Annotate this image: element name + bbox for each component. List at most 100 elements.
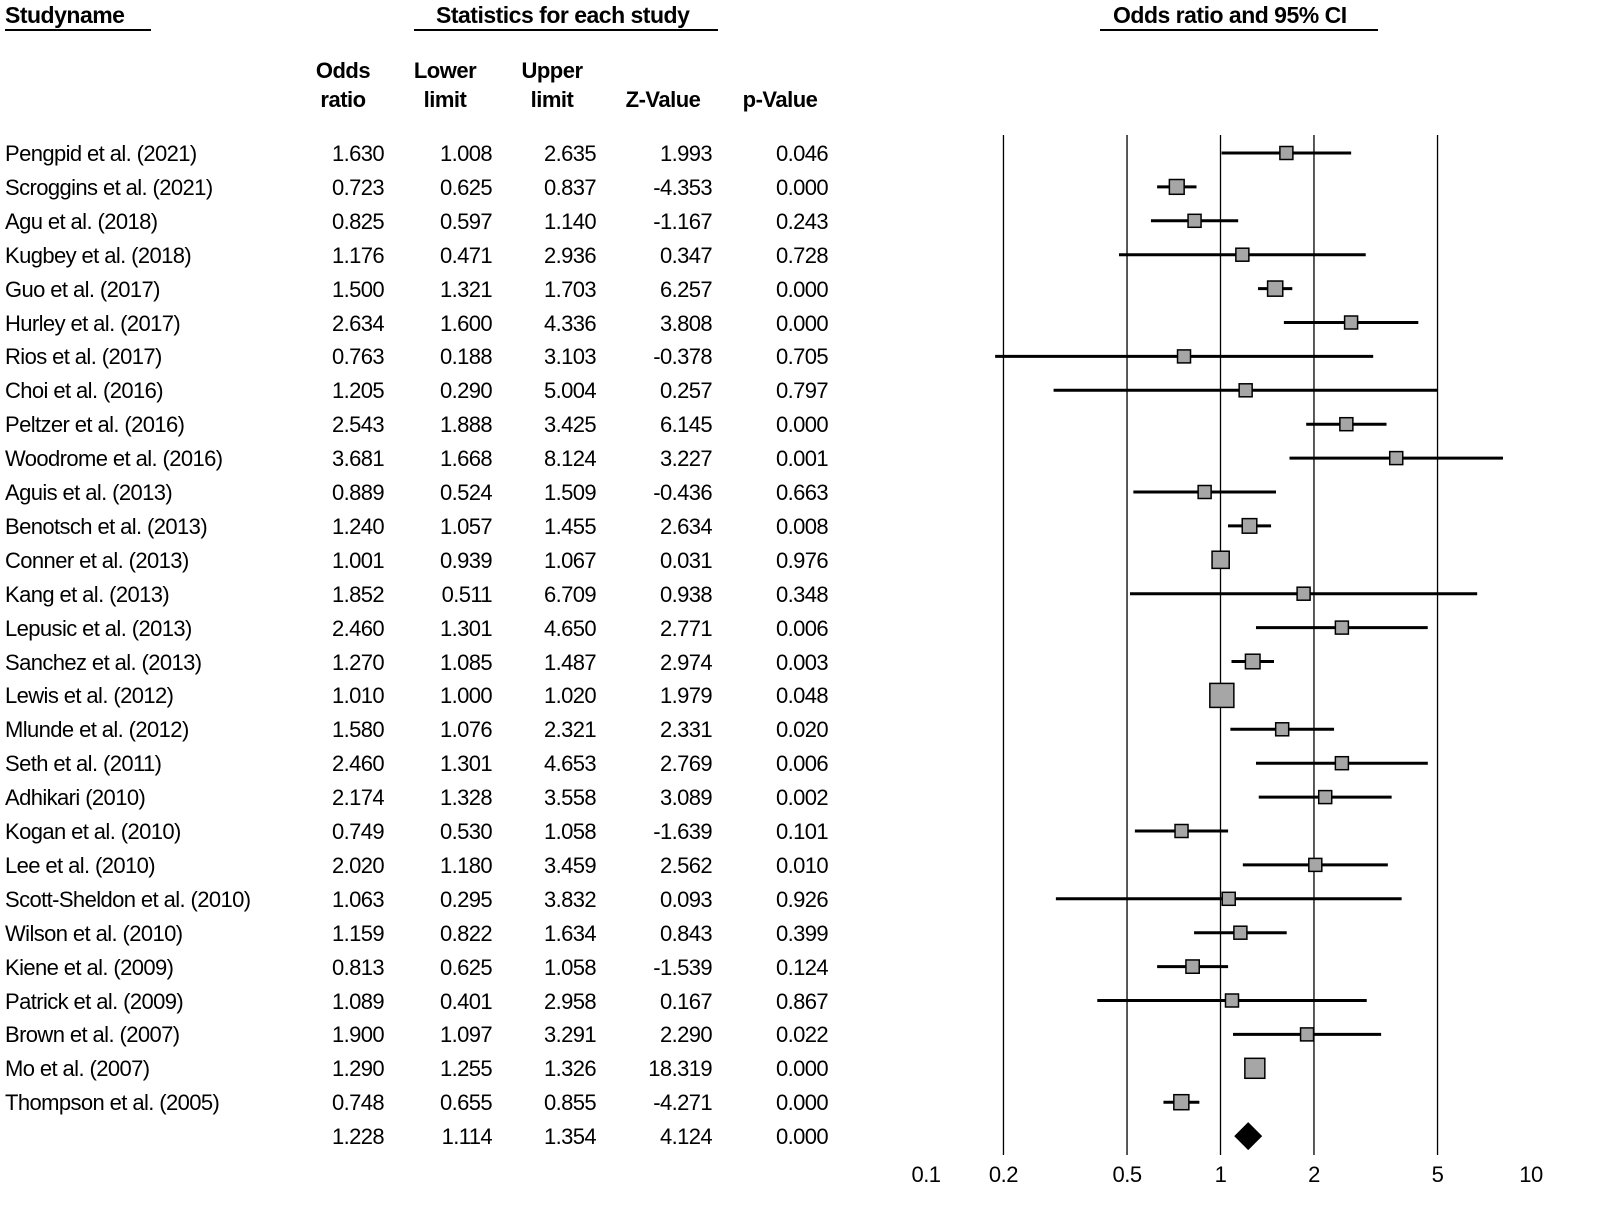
col-lower-limit-line2: limit xyxy=(423,87,467,112)
point-estimate-square xyxy=(1388,450,1404,466)
upper-limit-value: 3.425 xyxy=(543,412,597,438)
lower-limit-value: 1.321 xyxy=(439,276,493,302)
point-estimate-square xyxy=(1339,416,1354,432)
lower-limit-value: 1.097 xyxy=(439,1022,493,1048)
lower-limit-value: 1.888 xyxy=(439,412,493,438)
point-estimate-square xyxy=(1274,722,1290,737)
upper-limit-value: 1.455 xyxy=(543,513,597,539)
lower-limit-value: 0.290 xyxy=(439,378,493,404)
p-value: 0.101 xyxy=(775,819,829,844)
z-value: 6.145 xyxy=(659,412,713,438)
table-row: Hurley et al. (2017) 2.634 1.600 4.336 3.808… xyxy=(0,307,860,341)
z-value: 2.290 xyxy=(659,1022,713,1048)
z-value: 2.634 xyxy=(659,513,713,539)
col-p-value-label: p-Value xyxy=(742,87,818,112)
table-row: Brown et al. (2007) 1.900 1.097 3.291 2.290 0… xyxy=(0,1018,860,1052)
odds-ratio-value: 1.630 xyxy=(331,141,385,166)
study-name: Scott-Sheldon et al. (2010) xyxy=(5,886,251,912)
study-name: Lewis et al. (2012) xyxy=(5,683,174,709)
col-lower-limit-line1: Lower xyxy=(413,58,477,83)
z-value: -1.167 xyxy=(653,208,712,234)
table-row: Woodrome et al. (2016) 3.681 1.668 8.124 3.2… xyxy=(0,442,860,476)
upper-limit-value: 4.336 xyxy=(543,310,597,336)
study-name: Pengpid et al. (2021) xyxy=(5,141,197,166)
point-estimate-square xyxy=(1187,213,1202,229)
col-z-value: Z-Value xyxy=(608,56,718,114)
z-value: 0.167 xyxy=(659,988,713,1014)
table-row: Kang et al. (2013) 1.852 0.511 6.709 0.938 0.… xyxy=(0,578,860,612)
study-name: Aguis et al. (2013) xyxy=(5,480,173,505)
odds-ratio-value: 2.174 xyxy=(331,785,385,811)
odds-ratio-value: 0.813 xyxy=(331,954,385,980)
lower-limit-value: 1.180 xyxy=(439,852,493,878)
p-value: 0.046 xyxy=(775,141,829,166)
z-value: 3.089 xyxy=(659,785,713,811)
p-value: 0.001 xyxy=(775,446,829,472)
odds-ratio-value: 0.723 xyxy=(331,174,385,200)
table-row: Mo et al. (2007) 1.290 1.255 1.326 18.319 0.0… xyxy=(0,1052,860,1086)
z-value: -4.353 xyxy=(653,174,712,200)
col-z-value-label: Z-Value xyxy=(625,87,701,112)
odds-ratio-value: 2.634 xyxy=(331,310,385,336)
study-name: Benotsch et al. (2013) xyxy=(5,513,208,539)
study-name: Brown et al. (2007) xyxy=(5,1022,180,1048)
lower-limit-value: 0.511 xyxy=(441,581,493,607)
z-value: -0.378 xyxy=(653,344,712,370)
upper-limit-value: 2.635 xyxy=(543,141,597,166)
lower-limit-value: 1.000 xyxy=(439,683,493,709)
table-row: Aguis et al. (2013) 0.889 0.524 1.509 -0.436… xyxy=(0,476,860,510)
z-value: 3.227 xyxy=(659,446,713,472)
upper-limit-value: 0.837 xyxy=(543,174,597,200)
table-row: Guo et al. (2017) 1.500 1.321 1.703 6.257 0.0… xyxy=(0,273,860,307)
lower-limit-value: 0.597 xyxy=(439,208,493,234)
table-row: Kogan et al. (2010) 0.749 0.530 1.058 -1.639… xyxy=(0,815,860,849)
upper-limit-value: 1.703 xyxy=(543,276,597,302)
p-value: 0.008 xyxy=(775,513,829,539)
odds-ratio-value: 2.460 xyxy=(331,751,385,777)
upper-limit-value: 6.709 xyxy=(543,581,597,607)
odds-ratio-value: 0.889 xyxy=(331,480,385,505)
z-value: 2.562 xyxy=(659,852,713,878)
lower-limit-value: 1.668 xyxy=(439,446,493,472)
z-value: -1.539 xyxy=(653,954,712,980)
lower-limit-value: 1.255 xyxy=(439,1056,493,1082)
table-row: Seth et al. (2011) 2.460 1.301 4.653 2.769 0.… xyxy=(0,747,860,781)
lower-limit-value: 1.057 xyxy=(439,513,493,539)
odds-ratio-value: 1.205 xyxy=(331,378,385,404)
table-row: Lee et al. (2010) 2.020 1.180 3.459 2.562 0.0… xyxy=(0,849,860,883)
upper-limit-value: 1.058 xyxy=(543,819,597,844)
table-row: Peltzer et al. (2016) 2.543 1.888 3.425 6.14… xyxy=(0,408,860,442)
odds-ratio-value: 2.543 xyxy=(331,412,385,438)
upper-limit-value: 1.509 xyxy=(543,480,597,505)
point-estimate-square xyxy=(1334,620,1350,635)
z-value: -0.436 xyxy=(653,480,712,505)
ci-underline xyxy=(1100,29,1378,31)
upper-limit-value: 1.140 xyxy=(543,208,597,234)
table-row: Choi et al. (2016) 1.205 0.290 5.004 0.257 0.… xyxy=(0,374,860,408)
lower-limit-value: 0.625 xyxy=(439,954,493,980)
upper-limit-value: 2.321 xyxy=(543,717,597,743)
lower-limit-value: 0.188 xyxy=(439,344,493,370)
summary-p-value: 0.000 xyxy=(775,1124,829,1150)
odds-ratio-value: 0.825 xyxy=(331,208,385,234)
upper-limit-value: 1.326 xyxy=(543,1056,597,1082)
odds-ratio-value: 1.270 xyxy=(331,649,385,675)
study-name: Choi et al. (2016) xyxy=(5,378,164,404)
x-tick-label: 0.2 xyxy=(988,1162,1019,1187)
p-value: 0.000 xyxy=(775,276,829,302)
table-row: Sanchez et al. (2013) 1.270 1.085 1.487 2.97… xyxy=(0,646,860,680)
summary-odds-ratio: 1.228 xyxy=(331,1124,385,1150)
z-value: 0.031 xyxy=(659,547,713,573)
lower-limit-value: 1.085 xyxy=(439,649,493,675)
table-row: Agu et al. (2018) 0.825 0.597 1.140 -1.167 0.… xyxy=(0,205,860,239)
point-estimate-square xyxy=(1221,891,1236,907)
ci-header: Odds ratio and 95% CI xyxy=(1113,2,1347,28)
upper-limit-value: 2.936 xyxy=(543,242,597,268)
study-name: Kiene et al. (2009) xyxy=(5,954,174,980)
table-row: Kiene et al. (2009) 0.813 0.625 1.058 -1.539… xyxy=(0,951,860,985)
x-tick-label: 2 xyxy=(1308,1162,1320,1187)
p-value: 0.020 xyxy=(775,717,829,743)
upper-limit-value: 1.487 xyxy=(543,649,597,675)
study-name: Mo et al. (2007) xyxy=(5,1056,150,1082)
x-tick-label: 0.1 xyxy=(911,1162,941,1187)
